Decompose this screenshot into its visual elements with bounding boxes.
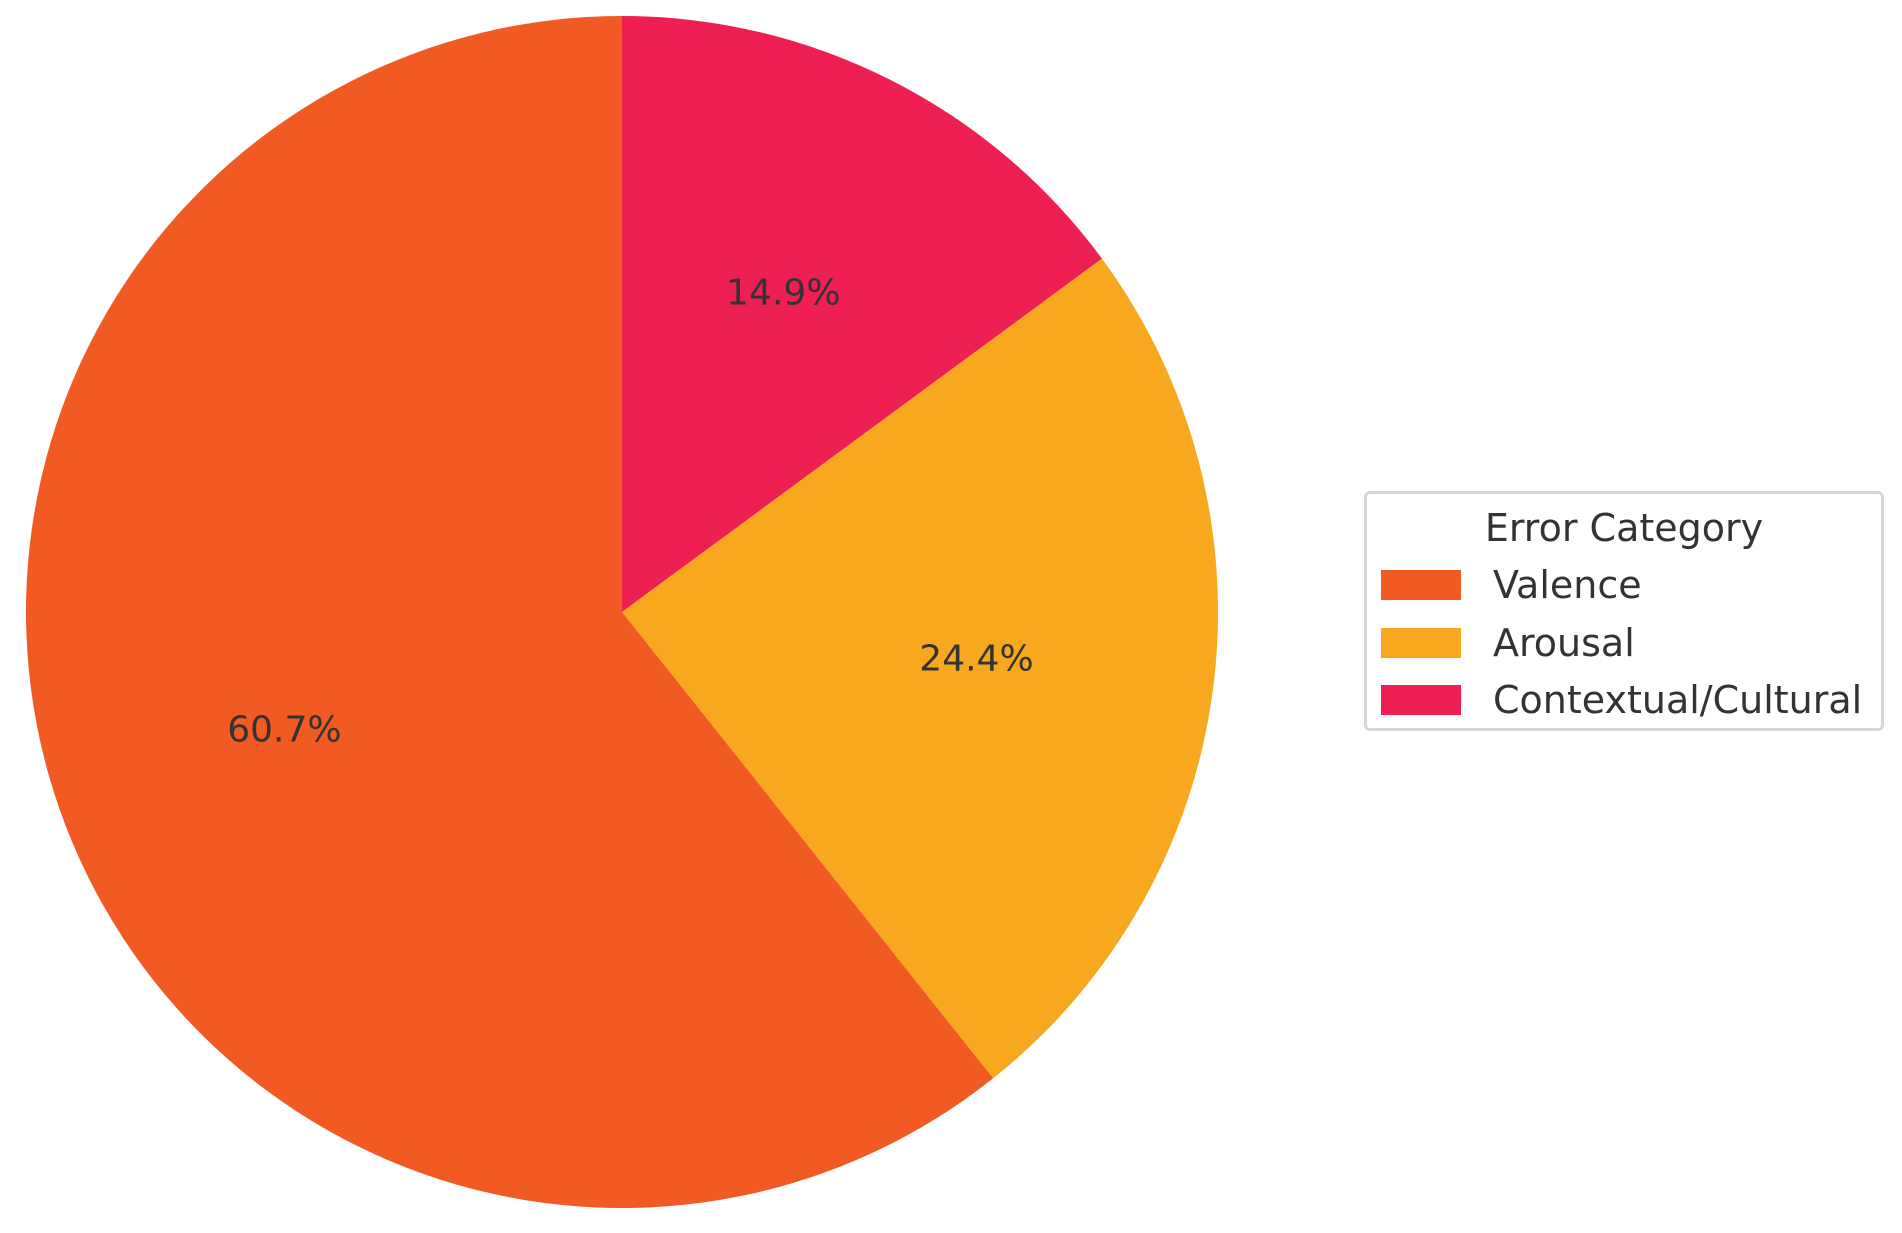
legend-label-valence: Valence [1493, 563, 1642, 607]
pie-slice-arousal [622, 258, 1218, 1079]
legend-item-arousal: Arousal [1381, 619, 1635, 667]
legend-label-arousal: Arousal [1493, 621, 1635, 665]
legend-swatch-valence [1381, 570, 1461, 600]
legend-item-contextual-cultural: Contextual/Cultural [1381, 676, 1862, 724]
legend-item-valence: Valence [1381, 561, 1642, 609]
legend-title: Error Category [1484, 506, 1764, 550]
pie-slices [26, 16, 1218, 1208]
pie-slice-valence [26, 16, 994, 1208]
pie-label-valence: 60.7% [227, 709, 341, 750]
pie-label-arousal: 24.4% [919, 639, 1033, 680]
legend-swatch-arousal [1381, 628, 1461, 658]
pie-label-contextual-cultural: 14.9% [726, 272, 840, 313]
legend-swatch-contextual-cultural [1381, 685, 1461, 715]
legend-label-contextual-cultural: Contextual/Cultural [1493, 678, 1863, 722]
pie-labels: 14.9% 24.4% 60.7% [227, 272, 1033, 750]
legend: Error Category Valence Arousal Contextua… [1364, 491, 1884, 731]
pie-slice-contextual-cultural [622, 16, 1102, 612]
